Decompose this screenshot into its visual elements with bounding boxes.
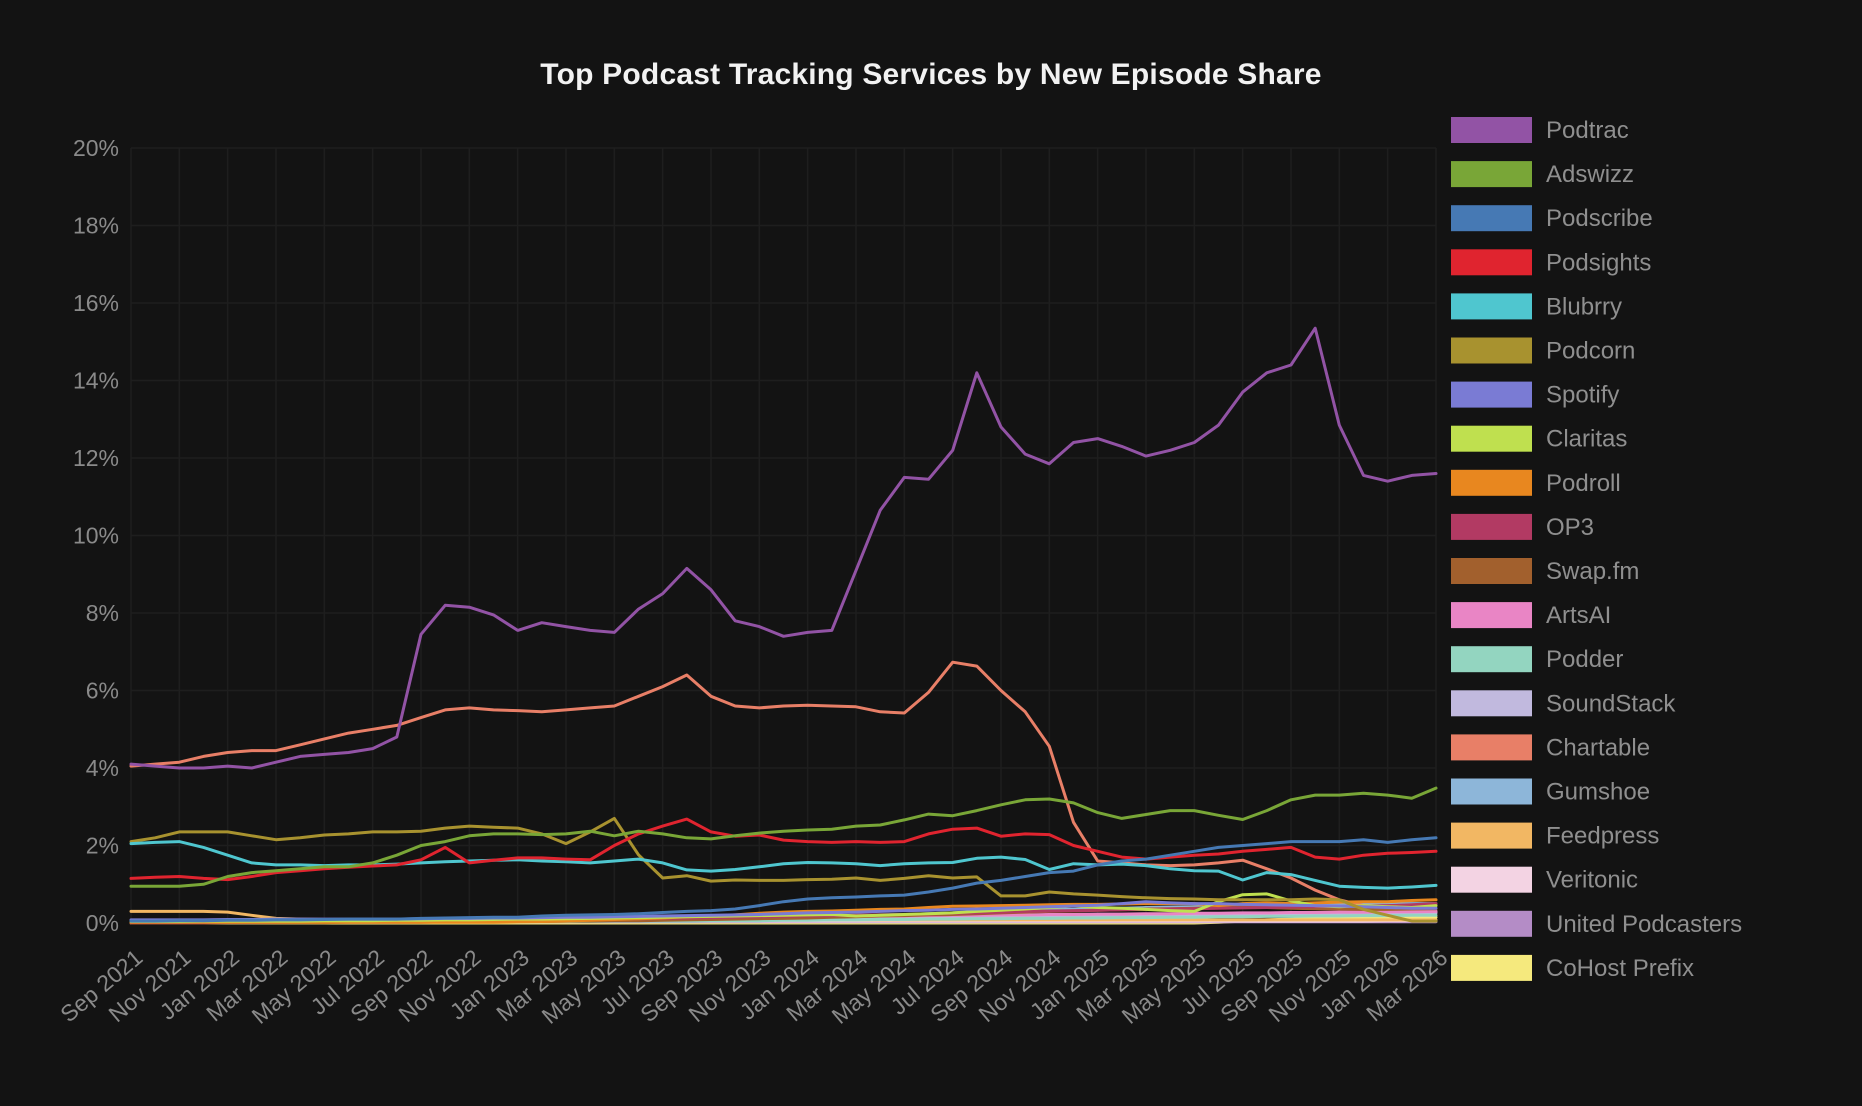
legend-item-veritonic[interactable]: Veritonic	[1451, 866, 1638, 894]
legend-label: Podroll	[1546, 470, 1621, 497]
legend-swatch-feedpress	[1451, 822, 1532, 849]
series-line-podcorn	[129, 816, 1438, 923]
y-axis-label: 12%	[73, 445, 119, 471]
legend-label: Claritas	[1546, 426, 1627, 453]
series-line-podsights	[129, 817, 1438, 882]
y-axis-label: 18%	[73, 213, 119, 239]
legend-swatch-swap-fm	[1451, 558, 1532, 584]
legend-item-podder[interactable]: Podder	[1451, 646, 1623, 673]
legend-label: Blubrry	[1546, 293, 1622, 320]
legend-item-claritas[interactable]: Claritas	[1451, 425, 1627, 453]
y-axis-label: 10%	[73, 523, 119, 549]
legend-item-swap-fm[interactable]: Swap.fm	[1451, 558, 1639, 585]
series-line-podtrac	[129, 326, 1438, 770]
series-lines	[129, 326, 1438, 925]
legend-label: Gumshoe	[1546, 779, 1650, 806]
legend-label: Adswizz	[1546, 161, 1634, 188]
y-axis-label: 14%	[73, 368, 119, 394]
legend-item-spotify[interactable]: Spotify	[1451, 381, 1619, 409]
legend: Podtrac Adswizz Podscribe Podsights Blubrry P…	[1451, 117, 1742, 982]
legend-label: Podcorn	[1546, 338, 1635, 365]
legend-item-chartable[interactable]: Chartable	[1451, 734, 1650, 761]
y-axis-label: 8%	[86, 600, 119, 626]
legend-label: United Podcasters	[1546, 911, 1742, 938]
legend-swatch-veritonic	[1451, 866, 1532, 893]
series-line-blubrry	[129, 840, 1438, 890]
legend-item-artsai[interactable]: ArtsAI	[1451, 602, 1611, 629]
legend-label: Podscribe	[1546, 205, 1653, 232]
grid	[130, 147, 1437, 924]
legend-swatch-soundstack	[1451, 690, 1532, 717]
y-axis: 0% 2% 4% 6% 8% 10% 12% 14% 16% 18% 20%	[73, 135, 119, 936]
legend-item-gumshoe[interactable]: Gumshoe	[1451, 778, 1650, 806]
legend-label: Podder	[1546, 646, 1623, 673]
legend-label: Podtrac	[1546, 117, 1629, 144]
legend-item-adswizz[interactable]: Adswizz	[1451, 161, 1634, 188]
legend-label: Podsights	[1546, 249, 1651, 276]
legend-swatch-op3	[1451, 513, 1532, 540]
chart-title: Top Podcast Tracking Services by New Epi…	[540, 58, 1322, 91]
legend-item-blubrry[interactable]: Blubrry	[1451, 293, 1622, 320]
y-axis-label: 20%	[73, 135, 119, 161]
y-axis-label: 0%	[86, 910, 119, 936]
series-line-podscribe	[129, 836, 1438, 923]
legend-swatch-claritas	[1451, 425, 1532, 452]
y-axis-label: 2%	[86, 833, 119, 859]
legend-swatch-podtrac	[1451, 117, 1532, 143]
legend-item-podscribe[interactable]: Podscribe	[1451, 205, 1653, 232]
series-line-claritas	[129, 892, 1438, 923]
legend-label: OP3	[1546, 514, 1594, 541]
y-axis-label: 16%	[73, 290, 119, 316]
legend-swatch-podder	[1451, 646, 1532, 673]
legend-swatch-artsai	[1451, 602, 1532, 629]
legend-item-feedpress[interactable]: Feedpress	[1451, 822, 1659, 850]
legend-swatch-podcorn	[1451, 337, 1532, 364]
legend-label: Chartable	[1546, 734, 1650, 761]
legend-item-united-podcasters[interactable]: United Podcasters	[1451, 910, 1742, 938]
legend-label: CoHost Prefix	[1546, 955, 1694, 982]
legend-item-podsights[interactable]: Podsights	[1451, 249, 1651, 276]
legend-swatch-spotify	[1451, 381, 1532, 408]
legend-swatch-cohost-prefix	[1451, 954, 1532, 981]
y-axis-label: 6%	[86, 678, 119, 704]
legend-label: ArtsAI	[1546, 602, 1611, 629]
series-line-adswizz	[129, 786, 1438, 888]
series-line-chartable	[129, 660, 1438, 913]
legend-swatch-podscribe	[1451, 205, 1532, 232]
legend-item-soundstack[interactable]: SoundStack	[1451, 690, 1676, 717]
legend-item-cohost-prefix[interactable]: CoHost Prefix	[1451, 954, 1694, 982]
legend-swatch-united-podcasters	[1451, 910, 1532, 937]
legend-swatch-podsights	[1451, 249, 1532, 276]
legend-item-podtrac[interactable]: Podtrac	[1451, 117, 1629, 144]
legend-item-op3[interactable]: OP3	[1451, 513, 1594, 541]
legend-swatch-gumshoe	[1451, 778, 1532, 805]
legend-item-podcorn[interactable]: Podcorn	[1451, 337, 1635, 365]
legend-label: Veritonic	[1546, 867, 1638, 894]
legend-swatch-adswizz	[1451, 161, 1532, 188]
legend-swatch-chartable	[1451, 734, 1532, 761]
legend-label: Swap.fm	[1546, 558, 1639, 585]
legend-label: Feedpress	[1546, 823, 1659, 850]
y-axis-label: 4%	[86, 755, 119, 781]
legend-label: SoundStack	[1546, 690, 1676, 717]
legend-swatch-blubrry	[1451, 293, 1532, 320]
legend-swatch-podroll	[1451, 469, 1532, 496]
legend-label: Spotify	[1546, 382, 1619, 409]
legend-item-podroll[interactable]: Podroll	[1451, 469, 1621, 497]
